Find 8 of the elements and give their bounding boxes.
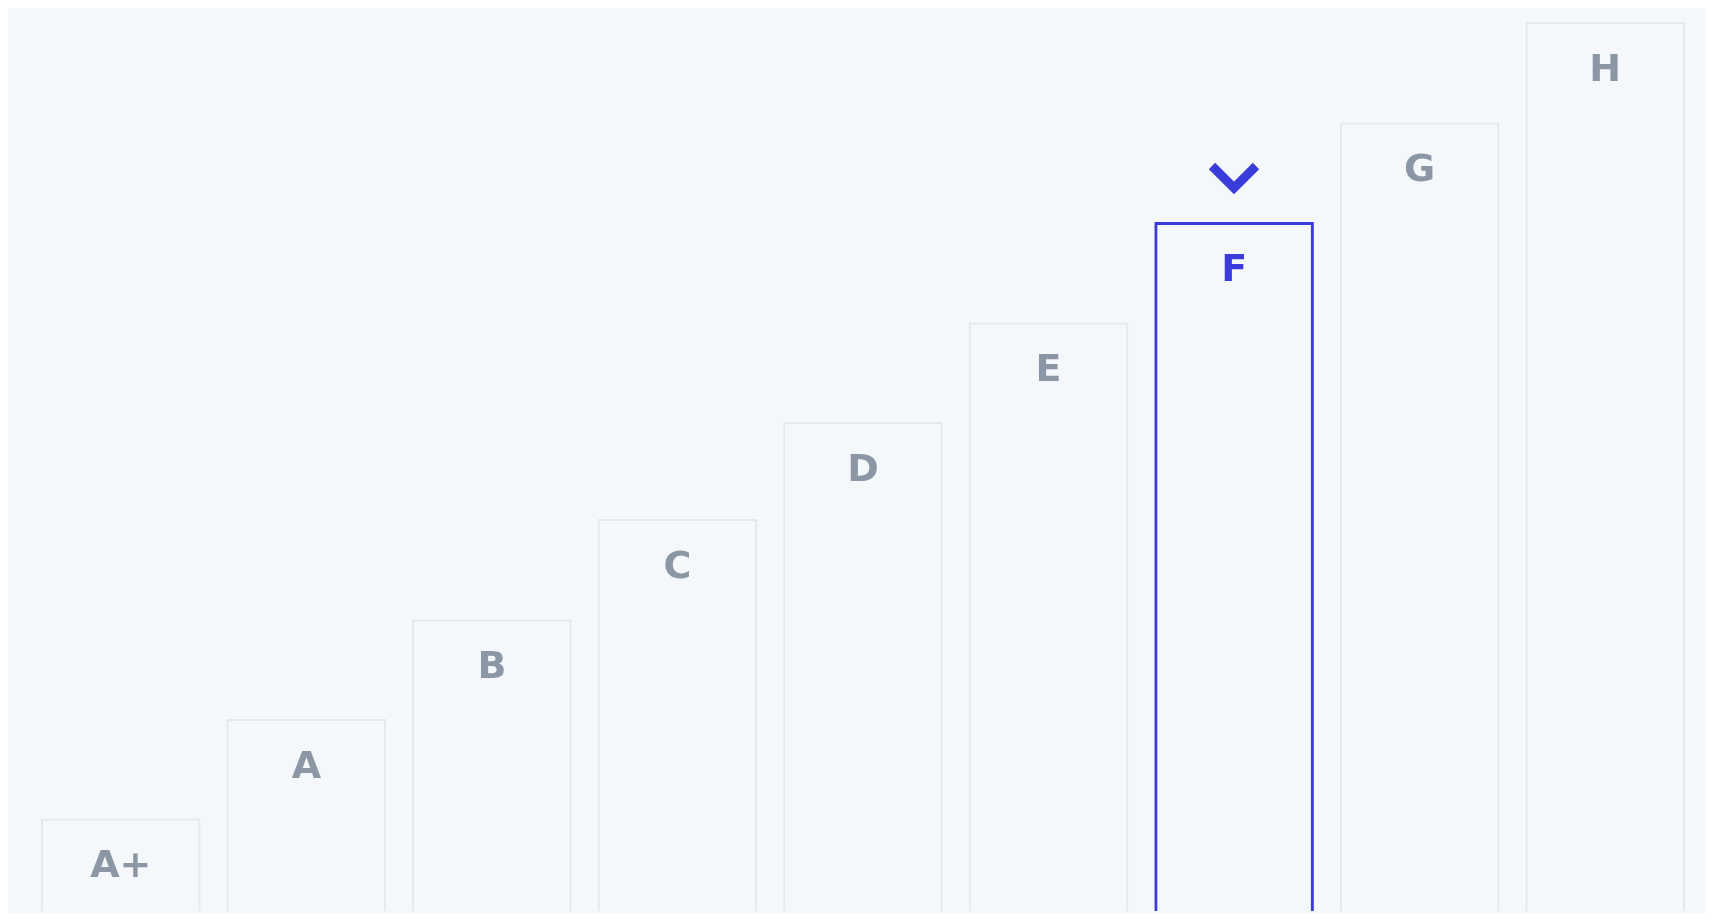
- x-tick-label: H: [1589, 45, 1622, 90]
- x-tick-label: E: [1035, 346, 1062, 391]
- x-tick-label: G: [1404, 146, 1436, 191]
- x-tick-label: D: [847, 445, 879, 490]
- x-tick-label: C: [663, 542, 692, 587]
- x-tick-label: B: [477, 643, 507, 688]
- x-tick-label: A: [291, 742, 322, 787]
- x-tick-label: F: [1221, 245, 1248, 290]
